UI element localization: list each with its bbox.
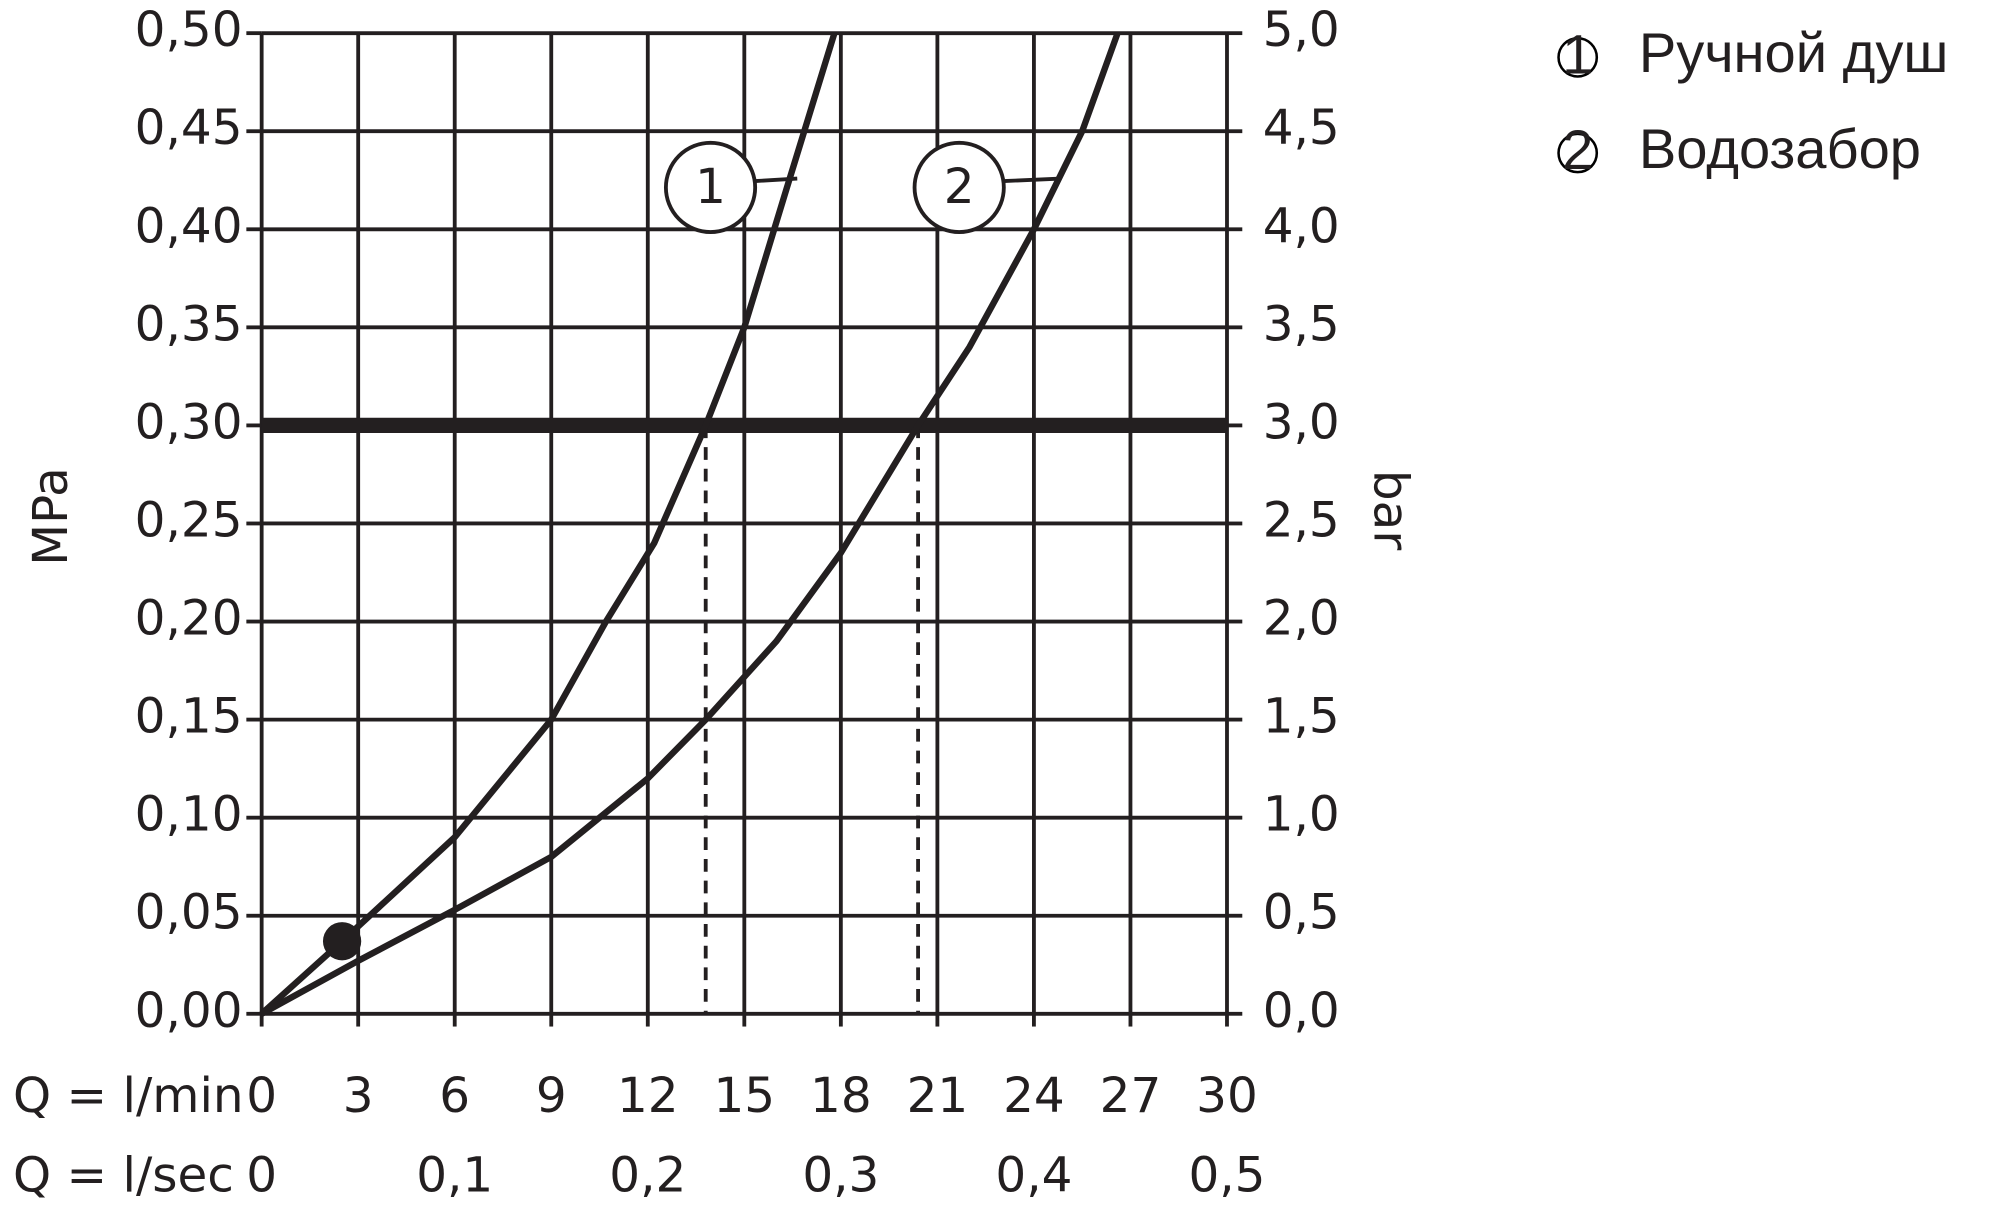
annotation-leader — [755, 176, 798, 183]
x2-tick-label: 0,4 — [995, 1147, 1072, 1203]
legend-marker — [1557, 132, 1599, 174]
y2-tick-label: 0,0 — [1263, 983, 1340, 1039]
y-tick-label: 0,25 — [135, 492, 243, 548]
x-axis-label: Q = l/min — [13, 1068, 244, 1124]
y-tick-label: 0,35 — [135, 296, 243, 352]
y2-tick-label: 1,5 — [1263, 689, 1340, 745]
y2-tick-label: 3,5 — [1263, 296, 1340, 352]
x-tick-label: 15 — [714, 1068, 776, 1124]
x-tick-label: 27 — [1100, 1068, 1162, 1124]
y-tick-label: 0,10 — [135, 787, 243, 843]
annotation-leader — [1003, 176, 1062, 183]
x-tick-label: 0 — [246, 1068, 277, 1124]
legend-label: Ручной душ — [1639, 21, 1949, 84]
legend-marker-label: 2 — [1562, 118, 1593, 181]
x-tick-label: 3 — [343, 1068, 374, 1124]
legend-marker — [1557, 36, 1599, 78]
x-tick-label: 24 — [1003, 1068, 1065, 1124]
x2-tick-label: 0,1 — [416, 1147, 493, 1203]
curve — [260, 32, 1121, 1017]
y2-axis-label: bar — [1363, 470, 1419, 550]
y-tick-label: 0,40 — [135, 198, 243, 254]
y-tick-label: 0,05 — [135, 885, 243, 941]
x-tick-label: 30 — [1196, 1068, 1258, 1124]
y-tick-label: 0,15 — [135, 689, 243, 745]
x2-tick-label: 0,2 — [609, 1147, 686, 1203]
y-tick-label: 0,50 — [135, 2, 243, 58]
point — [322, 922, 362, 961]
x-tick-label: 6 — [439, 1068, 470, 1124]
x-tick-label: 18 — [810, 1068, 872, 1124]
y2-tick-label: 2,0 — [1263, 591, 1340, 647]
y2-tick-label: 4,5 — [1263, 100, 1340, 156]
y-tick-label: 0,45 — [135, 100, 243, 156]
x-tick-label: 12 — [617, 1068, 679, 1124]
annotation-label: 1 — [695, 159, 726, 215]
annotation-circle — [663, 140, 758, 235]
y2-tick-label: 4,0 — [1263, 198, 1340, 254]
annotation-circle — [912, 140, 1006, 235]
x2-axis-label: Q = l/sec — [13, 1147, 234, 1203]
x2-tick-label: 0 — [246, 1147, 277, 1203]
x-tick-label: 21 — [907, 1068, 969, 1124]
y-tick-label: 0,30 — [135, 394, 243, 450]
x2-tick-label: 0,3 — [802, 1147, 879, 1203]
x2-tick-label: 0,5 — [1188, 1147, 1265, 1203]
x-tick-label: 9 — [536, 1068, 567, 1124]
curve — [259, 32, 838, 1017]
legend-label: Водозабор — [1639, 117, 1921, 180]
legend-marker-label: 1 — [1562, 22, 1593, 85]
y2-tick-label: 3,0 — [1263, 394, 1340, 450]
annotation-label: 2 — [944, 159, 975, 215]
y2-tick-label: 0,5 — [1263, 885, 1340, 941]
y2-tick-label: 2,5 — [1263, 492, 1340, 548]
y-tick-label: 0,20 — [135, 591, 243, 647]
y2-tick-label: 1,0 — [1263, 787, 1340, 843]
y-axis-label: MPa — [23, 467, 79, 566]
y-tick-label: 0,00 — [135, 983, 243, 1039]
y2-tick-label: 5,0 — [1263, 2, 1340, 58]
